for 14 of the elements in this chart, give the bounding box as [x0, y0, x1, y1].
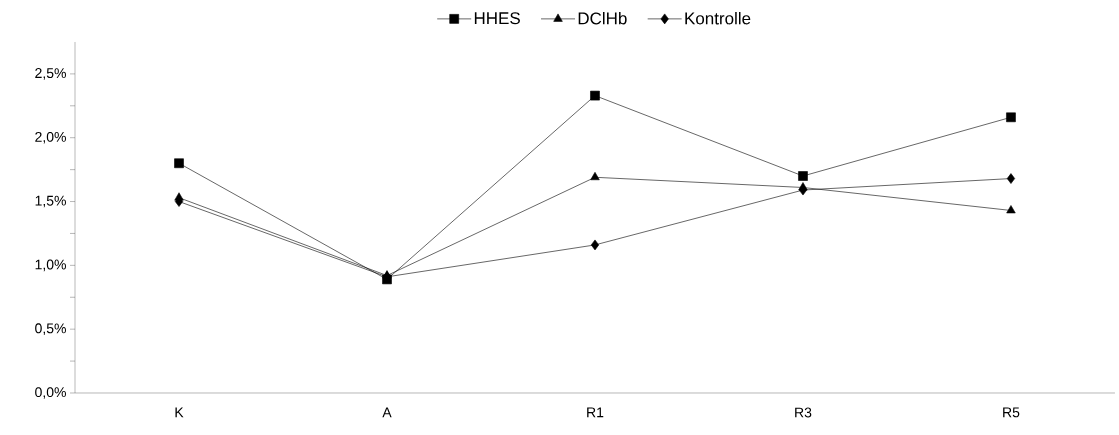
y-tick-label: 1,0% [35, 259, 66, 272]
y-tick-label: 0,0% [35, 387, 66, 399]
y-tick-label: 0,5% [35, 323, 66, 335]
y-tick-label: 2,0% [35, 131, 66, 144]
y-tick-label: 1,5% [35, 195, 66, 208]
y-tick-label: 2,5% [35, 68, 66, 80]
x-tick-label: R5 [1003, 407, 1020, 418]
x-tick-label: K [175, 407, 184, 418]
legend-label: Kontrolle [685, 11, 751, 25]
legend-label: HHES [474, 12, 520, 25]
legend-label: DClHb [578, 11, 627, 25]
x-tick-label: R3 [795, 407, 812, 418]
x-tick-label: A [382, 407, 392, 418]
x-tick-label: R1 [587, 407, 604, 418]
